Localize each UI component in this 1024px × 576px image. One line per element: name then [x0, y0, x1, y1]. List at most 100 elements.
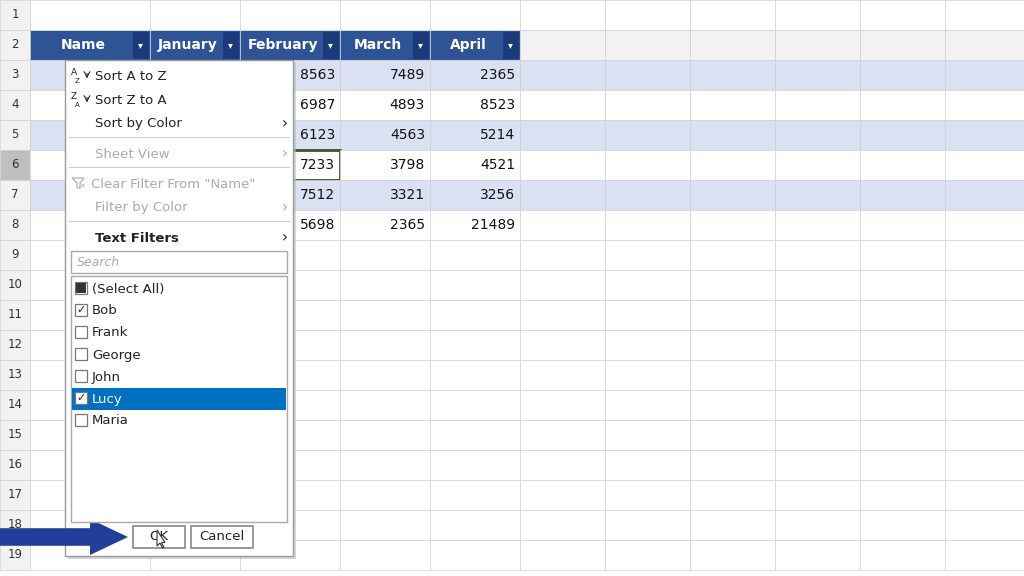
Bar	[690, 540, 775, 570]
Bar	[430, 300, 520, 330]
Text: 2365: 2365	[480, 68, 515, 82]
Text: Lucy: Lucy	[92, 392, 123, 406]
Text: 5698: 5698	[300, 218, 335, 232]
Bar	[520, 30, 605, 60]
Bar	[775, 0, 860, 30]
Bar	[430, 450, 520, 480]
Bar	[520, 270, 605, 300]
Bar	[30, 420, 150, 450]
Text: 21489: 21489	[471, 218, 515, 232]
Text: 1: 1	[11, 9, 18, 21]
Bar	[340, 240, 430, 270]
Bar	[30, 90, 150, 120]
Bar	[605, 360, 690, 390]
Bar	[605, 420, 690, 450]
Bar	[775, 330, 860, 360]
Bar	[75, 348, 87, 360]
Polygon shape	[0, 519, 128, 555]
Bar	[150, 510, 240, 540]
Bar	[340, 60, 430, 90]
Bar	[605, 450, 690, 480]
Bar	[150, 240, 240, 270]
Bar	[240, 480, 340, 510]
Bar	[0, 330, 30, 360]
Bar	[775, 150, 860, 180]
Bar	[75, 392, 87, 404]
Bar	[690, 300, 775, 330]
Bar	[945, 0, 1024, 30]
Bar	[690, 150, 775, 180]
Bar	[0, 120, 30, 150]
Bar	[30, 120, 150, 150]
Text: 6: 6	[11, 158, 18, 172]
Bar	[30, 150, 150, 180]
Bar	[430, 30, 520, 60]
Bar	[860, 180, 945, 210]
Bar	[72, 388, 286, 410]
Bar	[340, 180, 430, 210]
Text: 6123: 6123	[300, 128, 335, 142]
Text: 17: 17	[7, 488, 23, 502]
Bar	[340, 450, 430, 480]
Bar	[0, 180, 30, 210]
Text: 4: 4	[11, 98, 18, 112]
Bar	[0, 90, 30, 120]
Bar	[0, 300, 30, 330]
Bar	[690, 0, 775, 30]
Text: 9: 9	[11, 248, 18, 262]
Bar	[0, 360, 30, 390]
Bar	[945, 240, 1024, 270]
Bar	[30, 360, 150, 390]
Bar	[520, 450, 605, 480]
Bar	[690, 330, 775, 360]
Bar	[605, 510, 690, 540]
Bar	[775, 510, 860, 540]
Bar	[945, 120, 1024, 150]
Bar	[340, 270, 430, 300]
Text: ›: ›	[282, 116, 288, 131]
Bar	[240, 510, 340, 540]
Text: 11: 11	[7, 309, 23, 321]
Bar	[30, 30, 150, 60]
Bar	[340, 30, 430, 60]
Bar	[775, 120, 860, 150]
Text: Filter by Color: Filter by Color	[95, 202, 187, 214]
Bar	[0, 210, 30, 240]
Bar	[520, 90, 605, 120]
Bar	[340, 120, 430, 150]
Polygon shape	[157, 530, 165, 548]
Text: 15: 15	[7, 429, 23, 441]
Text: 5: 5	[11, 128, 18, 142]
Bar	[605, 180, 690, 210]
Bar	[430, 480, 520, 510]
Bar	[860, 300, 945, 330]
Bar	[150, 300, 240, 330]
Bar	[340, 540, 430, 570]
Bar	[860, 210, 945, 240]
Bar	[945, 390, 1024, 420]
Bar	[775, 90, 860, 120]
Bar	[30, 480, 150, 510]
Bar	[690, 360, 775, 390]
Bar	[690, 240, 775, 270]
Text: 2356: 2356	[200, 188, 234, 202]
Bar	[240, 450, 340, 480]
Bar	[520, 330, 605, 360]
Text: ▾: ▾	[508, 40, 513, 50]
Bar	[0, 240, 30, 270]
Text: 3256: 3256	[480, 188, 515, 202]
Bar	[690, 210, 775, 240]
Text: 8: 8	[11, 218, 18, 232]
Bar	[240, 210, 340, 240]
Bar	[775, 60, 860, 90]
Bar	[240, 240, 340, 270]
Bar	[430, 420, 520, 450]
Bar	[520, 480, 605, 510]
Bar	[150, 90, 240, 120]
Bar	[340, 300, 430, 330]
Bar	[430, 390, 520, 420]
Bar	[860, 240, 945, 270]
Bar	[775, 210, 860, 240]
Bar	[860, 420, 945, 450]
Bar	[520, 510, 605, 540]
